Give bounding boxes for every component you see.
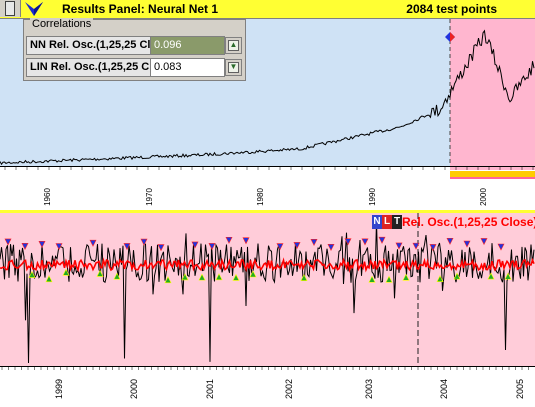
axis-label-1960: 1960 (43, 188, 52, 206)
axis-label-2000b: 2000 (129, 379, 139, 399)
panel-divider[interactable] (0, 210, 535, 213)
buy-signal-icon (402, 273, 410, 281)
predicted-oscillator-series (0, 257, 535, 274)
sell-signal-icon (378, 236, 386, 244)
buy-signal-icon (300, 274, 308, 281)
sell-signal-icon (157, 244, 165, 252)
legend-label: Rel. Osc.(1,25,25 Close) (402, 215, 535, 229)
axis-label-1990: 1990 (368, 188, 377, 206)
sell-signal-icon (327, 244, 335, 252)
sell-signal-icon (225, 236, 233, 244)
sell-signal-icon (463, 240, 471, 248)
scroll-up-button[interactable]: ▲ (225, 37, 242, 54)
buy-signal-icon (45, 275, 53, 283)
price-series (0, 29, 535, 166)
axis-label-2005: 2005 (515, 379, 525, 399)
scroll-down-button[interactable]: ▼ (225, 59, 242, 76)
signal-markers (4, 236, 512, 284)
results-panel-header: Results Panel: Neural Net 1 2084 test po… (0, 0, 535, 19)
sell-signal-icon (293, 242, 301, 250)
axis-label-2001: 2001 (205, 379, 215, 399)
correlation-value-nn: 0.096 (150, 36, 225, 55)
legend-badge-l: L (382, 215, 392, 229)
correlation-label-nn: NN Rel. Osc.(1,25,25 Cl (26, 36, 152, 55)
sell-signal-icon (4, 238, 12, 246)
correlations-title: Correlations (30, 18, 94, 30)
sell-signal-icon (21, 242, 29, 250)
sell-signal-icon (344, 238, 352, 246)
oscillator-chart[interactable] (0, 213, 535, 366)
buy-signal-icon (113, 272, 121, 280)
test-points-count: 2084 test points (406, 2, 497, 16)
sell-signal-icon (276, 243, 284, 251)
sell-signal-icon (208, 243, 216, 251)
sell-signal-icon (480, 238, 488, 246)
sell-signal-icon (429, 244, 437, 252)
axis-label-1970: 1970 (145, 188, 154, 206)
sell-signal-icon (446, 237, 454, 245)
legend-badge-t: T (392, 215, 402, 229)
buy-signal-icon (385, 275, 393, 283)
correlations-panel: Correlations NN Rel. Osc.(1,25,25 Cl 0.0… (23, 18, 246, 81)
sell-signal-icon (89, 239, 97, 247)
test-range-bar (450, 171, 535, 177)
chevron-down-icon: ▼ (228, 62, 239, 73)
buy-signal-icon (181, 273, 189, 281)
buy-signal-icon (96, 269, 104, 277)
sell-signal-icon (55, 243, 63, 251)
axis-label-1980: 1980 (256, 188, 265, 206)
axis-label-2003: 2003 (364, 379, 374, 399)
buy-signal-icon (249, 270, 257, 278)
axis-label-2000: 2000 (479, 188, 488, 206)
sell-signal-icon (242, 237, 250, 245)
correlation-label-lin: LIN Rel. Osc.(1,25,25 C (26, 58, 152, 77)
correlation-row-nn: NN Rel. Osc.(1,25,25 Cl 0.096 ▲ (26, 36, 242, 55)
sell-signal-icon (310, 239, 318, 247)
buy-signal-icon (487, 272, 495, 280)
sell-signal-icon (412, 242, 420, 250)
buy-signal-icon (232, 273, 240, 281)
panel-title: Results Panel: Neural Net 1 (62, 2, 219, 16)
axis-label-2002: 2002 (284, 379, 294, 399)
sell-signal-icon (140, 238, 148, 246)
buy-signal-icon (198, 273, 206, 281)
sell-signal-icon (123, 243, 131, 251)
chevron-up-icon: ▲ (228, 40, 239, 51)
sell-signal-icon (497, 243, 505, 251)
top-time-axis: 1960 1970 1980 1990 2000 (0, 166, 535, 211)
correlation-row-lin: LIN Rel. Osc.(1,25,25 C 0.083 ▼ (26, 58, 242, 77)
actual-oscillator-series (0, 220, 535, 364)
neuroshell-logo-icon (25, 2, 43, 16)
bottom-time-axis: 1999 2000 2001 2002 2003 2004 2005 (0, 366, 535, 407)
buy-signal-icon (215, 273, 223, 281)
buy-signal-icon (504, 272, 512, 280)
buy-signal-icon (164, 276, 172, 284)
window-menu-button[interactable] (0, 0, 21, 17)
axis-label-2004: 2004 (439, 379, 449, 399)
buy-signal-icon (62, 268, 70, 276)
buy-signal-icon (453, 272, 461, 280)
buy-signal-icon (368, 275, 376, 283)
axis-label-1999: 1999 (54, 379, 64, 399)
correlation-value-lin: 0.083 (150, 58, 225, 77)
legend-badge-n: N (372, 215, 382, 229)
sell-signal-icon (395, 242, 403, 250)
buy-signal-icon (436, 275, 444, 282)
sell-signal-icon (38, 241, 46, 249)
test-region-top (450, 19, 535, 166)
sell-signal-icon (191, 241, 199, 249)
sell-signal-icon (361, 238, 369, 246)
buy-signal-icon (28, 270, 36, 278)
